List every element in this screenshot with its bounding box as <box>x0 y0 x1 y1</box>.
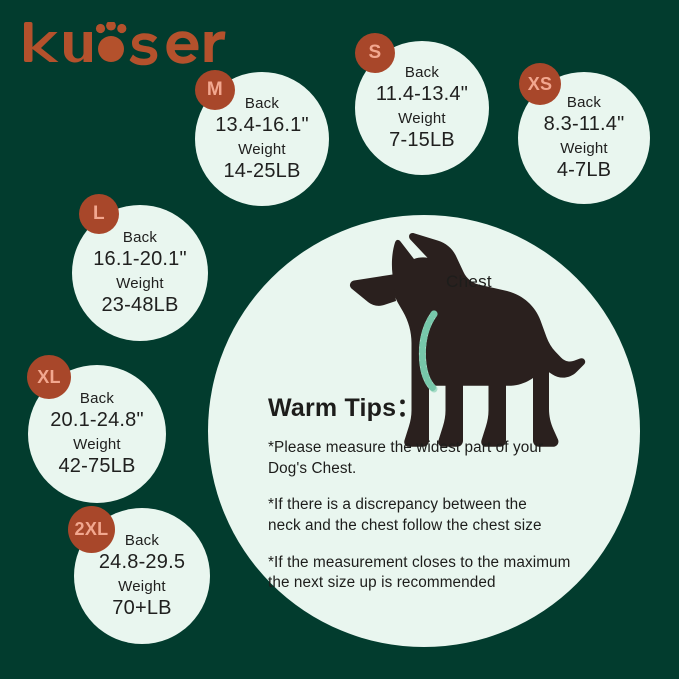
size-xs-back-value: 8.3-11.4" <box>543 112 625 135</box>
size-s-back-value: 11.4-13.4" <box>375 82 469 105</box>
size-badge-m-label: M <box>206 79 224 100</box>
brand-logo <box>22 22 232 74</box>
size-xl-back-value: 20.1-24.8" <box>50 408 144 431</box>
size-badge-2xl[interactable]: 2XL <box>68 506 115 553</box>
chest-label: Chest <box>446 272 492 291</box>
warm-tip-1: *Please measure the widest part of your … <box>268 439 544 477</box>
size-xl-back-label: Back <box>79 389 115 407</box>
size-xs-weight-value: 4-7LB <box>556 158 612 181</box>
size-badge-xl-label: XL <box>37 366 61 387</box>
size-2xl-back-value: 24.8-29.5 <box>98 550 186 573</box>
size-badge-xs-label: XS <box>527 73 553 94</box>
size-bubble-s[interactable]: Back 11.4-13.4" Weight 7-15LB <box>355 41 489 175</box>
size-xs-back-label: Back <box>566 93 602 111</box>
kuoser-wordmark-icon <box>24 22 226 66</box>
size-2xl-back-label: Back <box>124 531 160 549</box>
size-xl-weight-value: 42-75LB <box>58 454 136 477</box>
size-s-weight-label: Weight <box>398 110 446 127</box>
size-badge-s-label: S <box>368 42 382 63</box>
size-badge-s[interactable]: S <box>355 33 395 73</box>
size-m-weight-label: Weight <box>238 141 286 158</box>
size-2xl-weight-value: 70+LB <box>112 596 172 619</box>
warm-tips-title: Warm Tips： <box>268 394 422 422</box>
warm-tip-3: *If the measurement closes to the maximu… <box>268 553 571 592</box>
size-l-back-label: Back <box>122 228 158 246</box>
size-xs-weight-label: Weight <box>560 140 608 157</box>
size-badge-2xl-label: 2XL <box>74 519 109 539</box>
size-l-weight-value: 23-48LB <box>101 293 179 316</box>
size-l-back-value: 16.1-20.1" <box>93 247 187 270</box>
size-m-weight-value: 14-25LB <box>223 159 301 182</box>
size-s-back-label: Back <box>404 63 440 81</box>
size-badge-xs[interactable]: XS <box>519 63 561 105</box>
size-badge-l[interactable]: L <box>79 194 119 234</box>
warm-tips-block: Warm Tips： *Please measure the widest pa… <box>268 388 608 594</box>
size-l-weight-label: Weight <box>116 275 164 292</box>
size-m-back-value: 13.4-16.1" <box>215 113 309 136</box>
measuring-tape-icon <box>418 310 438 393</box>
size-badge-xl[interactable]: XL <box>27 355 71 399</box>
dog-silhouette-icon <box>349 233 586 447</box>
warm-tip-2: *If there is a discrepancy between the n… <box>268 496 542 534</box>
size-xl-weight-label: Weight <box>73 436 121 453</box>
size-s-weight-value: 7-15LB <box>389 128 455 151</box>
size-badge-m[interactable]: M <box>195 70 235 110</box>
size-2xl-weight-label: Weight <box>118 578 166 595</box>
size-m-back-label: Back <box>244 94 280 112</box>
size-badge-l-label: L <box>93 203 105 224</box>
